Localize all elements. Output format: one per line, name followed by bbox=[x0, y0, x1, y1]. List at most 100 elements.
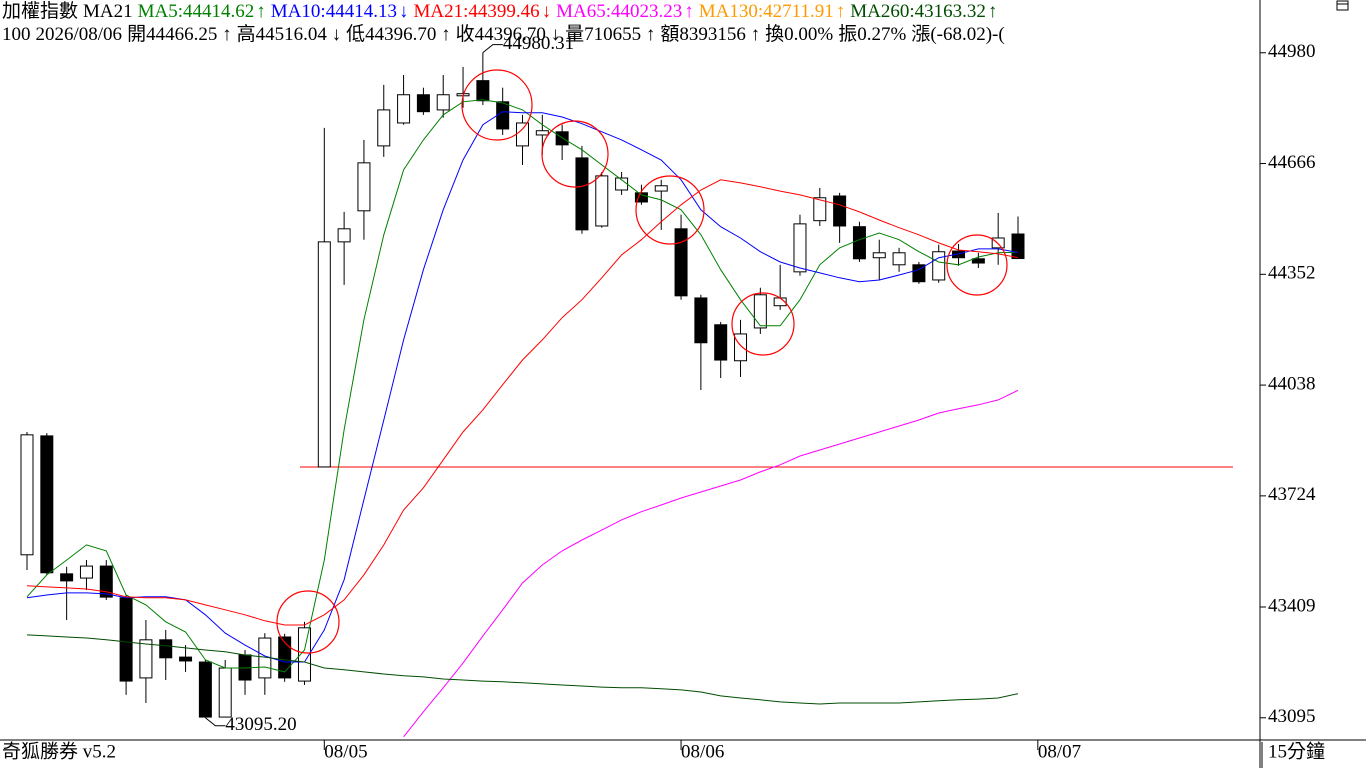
candle-body bbox=[734, 333, 748, 362]
candle-body bbox=[99, 565, 113, 598]
candle-body bbox=[634, 192, 648, 203]
candle-body bbox=[1011, 233, 1025, 260]
y-tick-label: 43724 bbox=[1268, 484, 1316, 505]
legend-entry: MA130:42711.91 bbox=[698, 1, 834, 22]
y-tick-label: 43409 bbox=[1268, 595, 1316, 616]
candle-body bbox=[714, 324, 728, 361]
plot-area bbox=[20, 52, 1233, 738]
quote-info: 振0.27% bbox=[838, 24, 907, 45]
quote-info: 換0.00% bbox=[765, 24, 834, 45]
legend-trend: ↑ bbox=[684, 1, 694, 22]
candle-body bbox=[416, 94, 430, 113]
legend-trend: ↑ bbox=[987, 1, 998, 22]
candle-body bbox=[595, 175, 609, 227]
legend-trend: ↓ bbox=[541, 1, 552, 22]
candle-body bbox=[674, 228, 688, 297]
quote-info: 低44396.70 ↑ bbox=[346, 24, 451, 45]
x-tick-label: 08/07 bbox=[1038, 741, 1081, 762]
candle-body bbox=[179, 656, 193, 662]
quote-info: 2026/08/06 bbox=[35, 24, 123, 45]
low-label: 43095.20 bbox=[225, 714, 296, 735]
legend-trend: ↑ bbox=[256, 1, 266, 22]
high-label: 44980.31 bbox=[503, 33, 574, 54]
highlight-circle bbox=[946, 234, 1008, 296]
quote-info: 量710655 ↑ bbox=[565, 24, 656, 45]
ma-line bbox=[26, 179, 1019, 626]
quote-info: 額8393156 ↑ bbox=[660, 24, 761, 45]
app-name: 奇狐勝券 v5.2 bbox=[2, 740, 116, 762]
candle-body bbox=[436, 94, 450, 111]
quote-info: 收44396.70 ↓ bbox=[455, 24, 561, 45]
candle-body bbox=[516, 122, 529, 147]
candle-body bbox=[535, 130, 549, 136]
candle-body bbox=[971, 258, 985, 264]
legend-trend: ↓ bbox=[398, 1, 409, 22]
legend-trend: ↑ bbox=[835, 1, 846, 22]
window-button[interactable] bbox=[1336, 0, 1349, 11]
highlight-circle bbox=[461, 69, 533, 141]
quote-info: 漲(-68.02)-( bbox=[911, 24, 1005, 45]
legend-entry: MA10:44414.13 bbox=[270, 1, 397, 22]
legend-entry: MA21:44399.46 bbox=[413, 1, 540, 22]
candle-body bbox=[575, 157, 589, 231]
annotation-circles bbox=[276, 69, 1008, 654]
candle-body bbox=[20, 434, 34, 556]
candle-body bbox=[912, 264, 926, 283]
quote-info: 100 bbox=[2, 24, 31, 45]
candle-body bbox=[60, 573, 74, 582]
high-pointer bbox=[482, 44, 503, 54]
y-tick-label: 44980 bbox=[1268, 41, 1316, 62]
y-tick-label: 43095 bbox=[1268, 706, 1316, 727]
candle-body bbox=[793, 223, 807, 273]
highlight-circle bbox=[635, 175, 705, 245]
index-title: 加權指數 bbox=[2, 1, 79, 22]
candle-body bbox=[694, 297, 708, 344]
indicator-name: MA21 bbox=[83, 1, 133, 22]
quote-info: 開44466.25 ↑ bbox=[127, 24, 232, 45]
candle-body bbox=[892, 252, 906, 266]
low-pointer bbox=[205, 717, 226, 727]
candle-body bbox=[159, 639, 173, 659]
candle-body bbox=[198, 661, 212, 718]
candle-body bbox=[932, 251, 946, 281]
ma-line bbox=[403, 389, 1019, 738]
candle-body bbox=[139, 639, 153, 679]
candle-body bbox=[654, 185, 668, 192]
candle-body bbox=[357, 162, 371, 212]
candle-body bbox=[218, 667, 232, 718]
legend-entry: MA5:44414.62 bbox=[137, 1, 255, 22]
candle-body bbox=[377, 109, 391, 147]
candle-body bbox=[753, 294, 767, 329]
candle-body bbox=[119, 597, 133, 682]
y-tick-label: 44666 bbox=[1268, 152, 1316, 173]
candle-body bbox=[496, 101, 510, 130]
header-line-2: 100 2026/08/06 開44466.25 ↑ 高44516.04 ↓ 低4439… bbox=[2, 24, 1260, 46]
y-tick-label: 44352 bbox=[1268, 263, 1316, 284]
y-tick-label: 44038 bbox=[1268, 373, 1316, 394]
candle-body bbox=[813, 197, 827, 222]
highlight-circle bbox=[541, 120, 609, 188]
legend-entry: MA65:44023.23 bbox=[556, 1, 683, 22]
ma-line bbox=[26, 99, 1019, 673]
candle-body bbox=[40, 435, 54, 574]
x-tick-label: 08/05 bbox=[324, 741, 367, 762]
quote-info: 高44516.04 ↓ bbox=[236, 24, 342, 45]
legend-entry: MA260:43163.32 bbox=[850, 1, 986, 22]
legend: MA5:44414.62 ↑ MA10:44414.13 ↓ MA21:44399.46… bbox=[138, 1, 1003, 22]
x-tick-label: 08/06 bbox=[681, 741, 724, 762]
ma-line bbox=[26, 634, 1019, 705]
candle-body bbox=[833, 195, 847, 227]
candle-body bbox=[872, 252, 886, 259]
candle-body bbox=[852, 226, 866, 260]
highlight-circle bbox=[731, 292, 795, 356]
period-label[interactable]: 15分鐘 bbox=[1268, 740, 1325, 762]
candle-body bbox=[79, 565, 93, 579]
highlight-circle bbox=[276, 590, 340, 654]
candle-body bbox=[476, 80, 490, 102]
candle-body bbox=[297, 627, 311, 682]
candle-body bbox=[397, 94, 411, 124]
header-line-1: 加權指數 MA21 MA5:44414.62 ↑ MA10:44414.13 ↓ MA21:… bbox=[2, 1, 1330, 23]
candle-body bbox=[317, 241, 331, 468]
